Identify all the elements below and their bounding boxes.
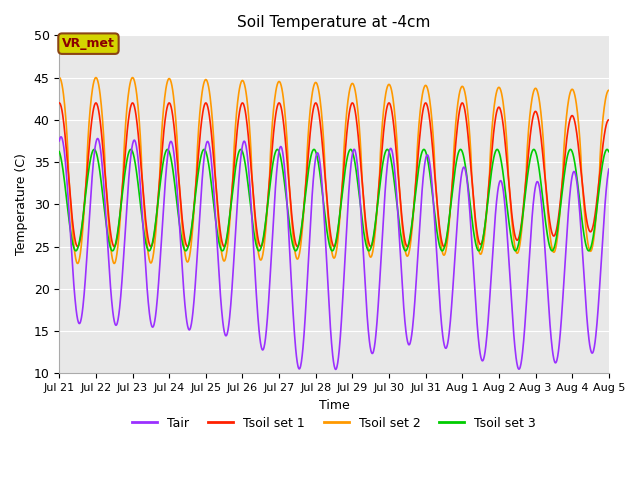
Text: VR_met: VR_met (62, 37, 115, 50)
Title: Soil Temperature at -4cm: Soil Temperature at -4cm (237, 15, 431, 30)
Y-axis label: Temperature (C): Temperature (C) (15, 154, 28, 255)
X-axis label: Time: Time (319, 398, 349, 412)
Legend: Tair, Tsoil set 1, Tsoil set 2, Tsoil set 3: Tair, Tsoil set 1, Tsoil set 2, Tsoil se… (127, 412, 541, 435)
